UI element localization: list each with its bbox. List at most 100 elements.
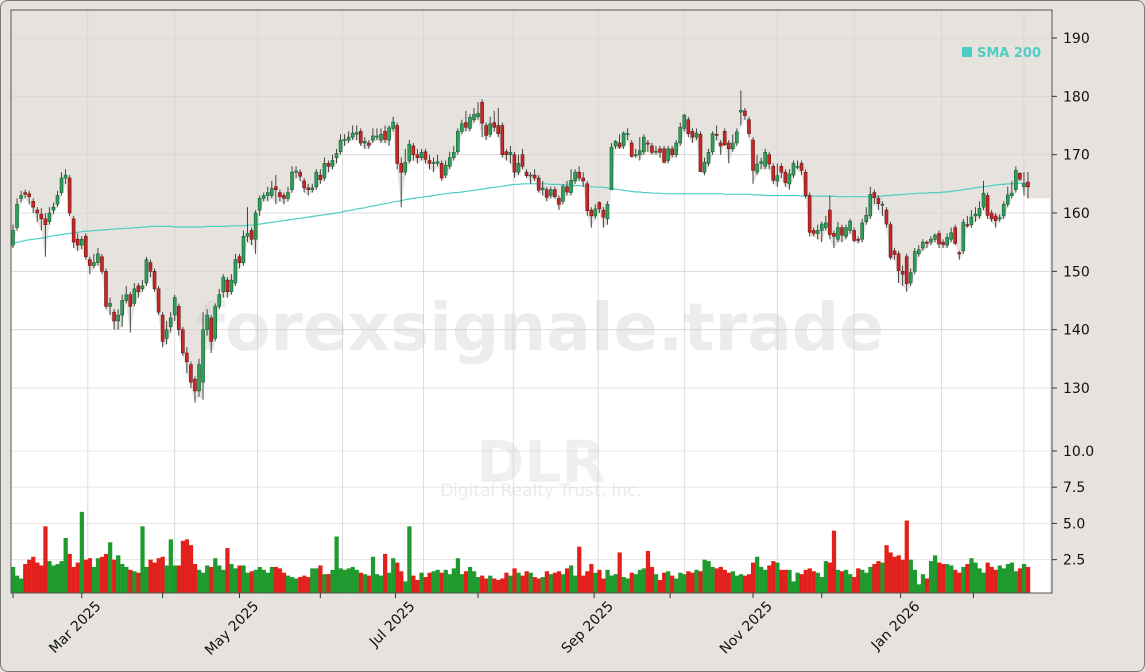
volume-bar xyxy=(706,561,711,593)
volume-bar xyxy=(722,569,727,593)
volume-bar xyxy=(459,574,465,593)
candle-body xyxy=(553,189,557,197)
candle xyxy=(43,213,48,257)
candle-body xyxy=(565,186,569,193)
candle-body xyxy=(722,131,727,146)
candle xyxy=(39,208,44,231)
candle-body xyxy=(856,238,860,241)
candle xyxy=(593,204,598,219)
volume-bar xyxy=(937,562,942,593)
candle xyxy=(985,192,990,219)
candle-body xyxy=(803,171,808,196)
candle-body xyxy=(1001,203,1006,217)
candle-body xyxy=(15,203,19,228)
candle-body xyxy=(735,131,739,144)
candle xyxy=(904,253,909,292)
candle xyxy=(447,151,452,170)
volume-bar xyxy=(892,556,897,593)
volume-bars xyxy=(10,511,1031,593)
candle xyxy=(350,125,355,141)
volume-bar xyxy=(864,572,869,593)
volume-bar xyxy=(415,579,420,593)
candle-body xyxy=(658,148,662,153)
candle xyxy=(775,163,780,187)
volume-bar xyxy=(516,572,521,593)
volume-bar xyxy=(346,568,351,593)
candle-body xyxy=(900,271,905,275)
candle-body xyxy=(387,127,391,141)
candle-body xyxy=(464,122,468,128)
candle-body xyxy=(363,140,367,144)
volume-bar xyxy=(23,564,28,593)
candle-body xyxy=(848,220,852,231)
candle xyxy=(249,227,254,246)
volume-tick-label: 2.5 xyxy=(1063,553,1085,569)
volume-bar xyxy=(451,568,456,593)
volume-bar xyxy=(835,569,841,593)
candle-body xyxy=(322,163,327,179)
candle-body xyxy=(617,142,622,148)
volume-bar xyxy=(241,565,246,593)
candle xyxy=(27,190,31,205)
volume-bar xyxy=(718,566,723,593)
candle-body xyxy=(1018,173,1022,180)
candle-body xyxy=(35,209,40,214)
candle-body xyxy=(456,131,460,153)
candle xyxy=(176,303,181,336)
candle xyxy=(1014,166,1018,193)
candle-body xyxy=(941,241,945,245)
volume-bar xyxy=(908,559,913,593)
volume-bar xyxy=(564,568,570,593)
volume-bar xyxy=(350,566,355,593)
candle xyxy=(407,140,412,164)
volume-bar xyxy=(225,548,230,593)
candle-body xyxy=(59,177,64,193)
candle xyxy=(868,186,873,219)
candle xyxy=(759,157,763,170)
candle-body xyxy=(828,209,832,235)
volume-bar xyxy=(803,569,808,593)
candle xyxy=(274,175,278,205)
candle-body xyxy=(662,148,666,163)
candle-body xyxy=(278,192,282,197)
price-tick-label: 160 xyxy=(1063,206,1090,222)
volume-bar xyxy=(108,542,113,593)
candle-body xyxy=(609,146,614,190)
candle-body xyxy=(613,140,618,147)
volume-bar xyxy=(844,569,849,593)
volume-bar xyxy=(476,577,481,593)
volume-bar xyxy=(941,564,946,593)
volume-bar xyxy=(419,572,424,593)
candle xyxy=(949,227,953,243)
candle xyxy=(848,218,852,234)
candle xyxy=(221,274,226,298)
candle-body xyxy=(690,131,695,138)
candle-body xyxy=(718,142,723,147)
candle xyxy=(561,183,565,205)
volume-bar xyxy=(391,558,396,593)
volume-bar xyxy=(103,553,109,593)
volume-bar xyxy=(120,564,125,593)
candle xyxy=(124,285,129,304)
candle-body xyxy=(666,148,670,161)
volume-bar xyxy=(520,575,525,593)
candle xyxy=(19,190,23,203)
candle-body xyxy=(544,189,549,198)
volume-bar xyxy=(403,581,408,593)
volume-bar xyxy=(116,555,121,593)
candle-body xyxy=(791,163,796,176)
volume-bar xyxy=(621,577,626,593)
candle-body xyxy=(306,187,310,190)
volume-bar xyxy=(95,558,101,593)
candle-body xyxy=(840,227,844,236)
candle-body xyxy=(189,364,193,383)
candle-body xyxy=(896,253,901,272)
candle-body xyxy=(698,133,703,172)
volume-bar xyxy=(1021,564,1027,593)
candle-body xyxy=(371,135,375,141)
candle xyxy=(832,230,836,248)
candle-body xyxy=(120,300,124,316)
candle xyxy=(698,131,703,173)
candle-body xyxy=(516,163,521,173)
volume-bar xyxy=(257,566,262,593)
